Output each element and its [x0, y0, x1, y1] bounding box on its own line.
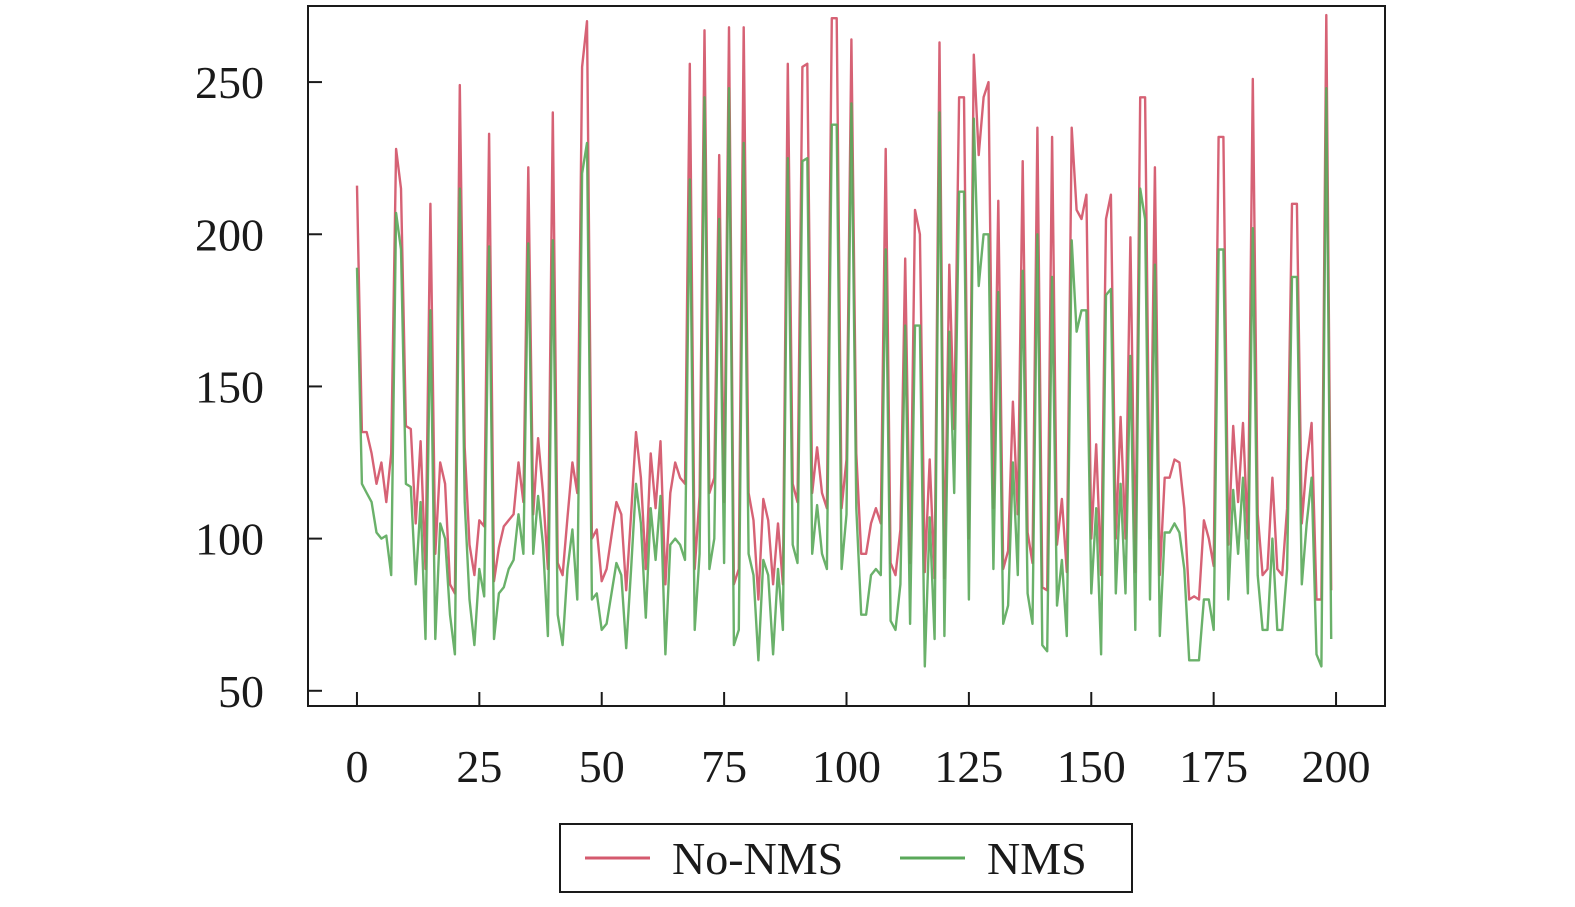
x-tick-label: 25: [456, 741, 502, 792]
legend-box: [559, 823, 1133, 893]
y-tick-label: 200: [195, 209, 264, 260]
x-tick-label: 125: [934, 741, 1003, 792]
legend-label-no-nms: No-NMS: [672, 833, 843, 884]
y-tick-label: 250: [195, 57, 264, 108]
x-tick-label: 75: [701, 741, 747, 792]
x-tick-label: 100: [812, 741, 881, 792]
y-tick-label: 150: [195, 361, 264, 412]
x-tick-label: 50: [579, 741, 625, 792]
y-tick-label: 100: [195, 514, 264, 565]
y-axis: 50 100 150 200 250: [195, 57, 322, 717]
x-tick-label: 200: [1302, 741, 1371, 792]
series-line-no-nms: [355, 13, 1333, 601]
x-tick-label: 150: [1057, 741, 1126, 792]
series-layer: [355, 13, 1333, 668]
x-tick-label: 0: [345, 741, 368, 792]
x-axis: 0 25 50 75 100 125 150 175 200: [345, 692, 1371, 792]
y-tick-label: 50: [218, 666, 264, 717]
series-line-nms: [355, 86, 1333, 668]
legend-label-nms: NMS: [987, 833, 1087, 884]
x-tick-label: 175: [1179, 741, 1248, 792]
legend: No-NMS NMS: [559, 823, 1133, 893]
